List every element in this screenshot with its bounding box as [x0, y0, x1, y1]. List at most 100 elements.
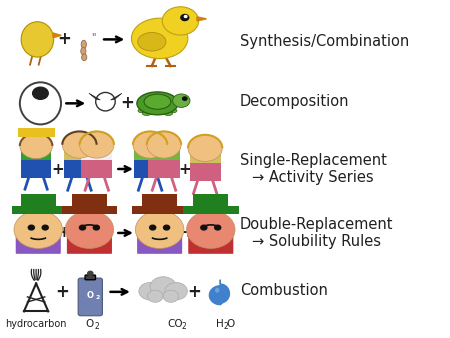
Circle shape — [139, 283, 162, 300]
Ellipse shape — [131, 18, 188, 58]
FancyBboxPatch shape — [132, 206, 187, 214]
Circle shape — [215, 225, 221, 230]
FancyBboxPatch shape — [64, 145, 95, 160]
Circle shape — [80, 225, 86, 230]
Circle shape — [163, 290, 179, 302]
Polygon shape — [89, 93, 100, 100]
Circle shape — [150, 225, 156, 230]
FancyBboxPatch shape — [64, 160, 95, 178]
Ellipse shape — [81, 47, 86, 55]
Circle shape — [148, 290, 163, 302]
FancyBboxPatch shape — [81, 145, 112, 160]
Text: +: + — [51, 162, 64, 176]
Ellipse shape — [215, 288, 220, 293]
Text: Combustion: Combustion — [240, 283, 328, 298]
FancyBboxPatch shape — [67, 236, 112, 254]
Circle shape — [135, 211, 184, 248]
Text: +: + — [57, 30, 71, 48]
Text: Single-Replacement
→ Activity Series: Single-Replacement → Activity Series — [240, 153, 387, 185]
Circle shape — [162, 7, 198, 35]
Circle shape — [186, 211, 235, 248]
Ellipse shape — [81, 40, 86, 49]
FancyBboxPatch shape — [148, 160, 180, 178]
Text: +: + — [187, 283, 201, 301]
FancyBboxPatch shape — [21, 194, 56, 208]
FancyBboxPatch shape — [135, 160, 166, 178]
FancyBboxPatch shape — [194, 194, 228, 208]
FancyBboxPatch shape — [81, 160, 112, 178]
Circle shape — [183, 97, 187, 100]
Circle shape — [80, 131, 114, 158]
Circle shape — [33, 87, 48, 99]
Ellipse shape — [21, 22, 54, 57]
FancyBboxPatch shape — [135, 145, 166, 160]
Text: +: + — [181, 225, 194, 240]
Circle shape — [181, 15, 189, 21]
Circle shape — [62, 131, 97, 158]
FancyBboxPatch shape — [148, 145, 180, 160]
Ellipse shape — [168, 109, 177, 113]
FancyBboxPatch shape — [18, 128, 54, 137]
FancyBboxPatch shape — [188, 236, 233, 254]
Circle shape — [14, 211, 63, 248]
Text: Decomposition: Decomposition — [240, 94, 349, 109]
Text: +: + — [178, 162, 191, 176]
Text: Double-Replacement
→ Solubility Rules: Double-Replacement → Solubility Rules — [240, 217, 393, 249]
Circle shape — [20, 133, 52, 159]
Text: 2: 2 — [95, 295, 100, 300]
Circle shape — [28, 225, 34, 230]
Text: CO: CO — [167, 319, 183, 329]
Polygon shape — [197, 17, 207, 21]
Ellipse shape — [144, 94, 171, 109]
FancyBboxPatch shape — [16, 236, 61, 254]
Circle shape — [133, 131, 167, 158]
Circle shape — [184, 16, 187, 18]
Circle shape — [165, 283, 187, 300]
Ellipse shape — [20, 82, 61, 124]
Circle shape — [147, 131, 181, 158]
FancyBboxPatch shape — [21, 160, 51, 178]
Circle shape — [188, 135, 222, 162]
Ellipse shape — [142, 112, 151, 116]
Circle shape — [93, 225, 99, 230]
Text: +: + — [120, 94, 134, 112]
Circle shape — [173, 94, 190, 107]
Polygon shape — [111, 93, 122, 100]
Circle shape — [42, 225, 48, 230]
Ellipse shape — [138, 109, 147, 113]
Ellipse shape — [138, 32, 166, 51]
Polygon shape — [209, 280, 230, 305]
Ellipse shape — [137, 92, 178, 115]
FancyBboxPatch shape — [142, 194, 177, 208]
FancyBboxPatch shape — [78, 278, 103, 316]
Text: +: + — [55, 283, 69, 301]
Circle shape — [150, 277, 176, 297]
FancyBboxPatch shape — [137, 236, 182, 254]
Text: H: H — [216, 319, 223, 329]
Text: +: + — [57, 225, 70, 240]
FancyBboxPatch shape — [189, 163, 221, 182]
Text: O: O — [86, 319, 94, 329]
Text: 2: 2 — [181, 322, 186, 331]
FancyBboxPatch shape — [62, 206, 117, 214]
Text: hydrocarbon: hydrocarbon — [5, 319, 67, 329]
Circle shape — [88, 271, 93, 275]
Ellipse shape — [96, 92, 115, 111]
Text: ": " — [92, 32, 96, 42]
Ellipse shape — [81, 54, 87, 61]
Text: ♥: ♥ — [153, 132, 162, 142]
FancyBboxPatch shape — [72, 194, 107, 208]
FancyBboxPatch shape — [189, 148, 221, 163]
Text: Synthesis/Combination: Synthesis/Combination — [240, 33, 409, 49]
Polygon shape — [53, 33, 61, 38]
Text: O: O — [87, 291, 94, 300]
Text: 2: 2 — [95, 322, 99, 331]
Text: ♥: ♥ — [87, 132, 95, 142]
Text: O: O — [226, 319, 234, 329]
Text: 2: 2 — [223, 322, 228, 331]
Circle shape — [163, 225, 170, 230]
FancyBboxPatch shape — [183, 206, 238, 214]
FancyBboxPatch shape — [85, 275, 95, 280]
Circle shape — [201, 225, 207, 230]
Ellipse shape — [164, 112, 173, 116]
